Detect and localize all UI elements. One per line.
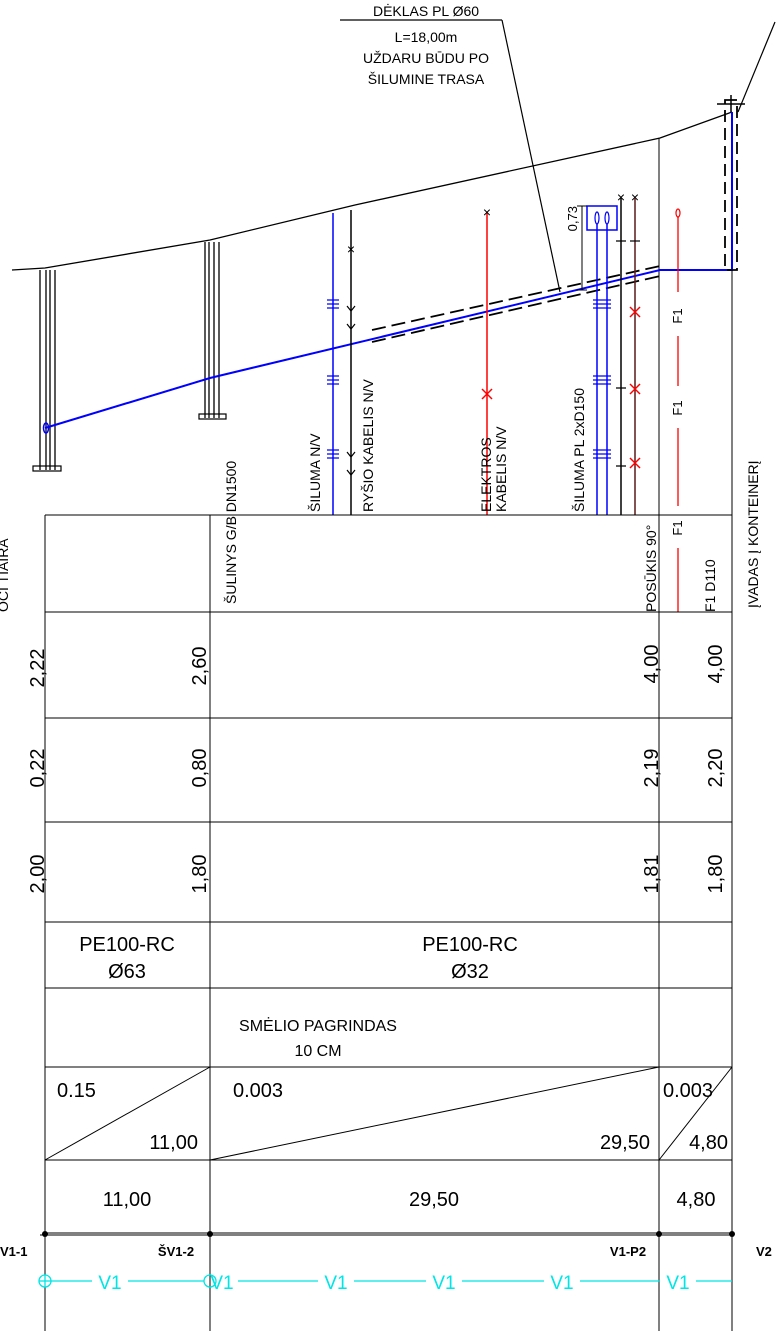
svg-text:×: × [617, 189, 625, 205]
slope-1: 0.15 [57, 1080, 96, 1102]
row1-value-left: 2,22 [27, 649, 49, 688]
depth-row-2: 0,22 0,80 2,19 2,20 [27, 749, 727, 788]
svg-text:F1: F1 [670, 308, 685, 323]
depth-row-1: 2,22 2,60 4,00 4,00 [27, 645, 727, 688]
left-cut-label: OCI TIAIRA [0, 538, 11, 612]
svg-text:V1: V1 [550, 1273, 573, 1294]
node-1: V1-1 [0, 1244, 27, 1259]
casing-pipe [371, 95, 745, 343]
row3-value-1: 1,80 [189, 855, 211, 894]
heat-nv-label: ŠILUMA N/V [307, 433, 323, 512]
svg-text:V1: V1 [324, 1273, 347, 1294]
base-line-2: 10 CM [294, 1043, 341, 1060]
node-2: ŠV1-2 [158, 1244, 194, 1259]
slope-2: 0.003 [233, 1080, 283, 1102]
callout-duct-note: DĖKLAS PL Ø60 L=18,00m UŽDARU BŪDU PO ŠI… [340, 2, 776, 293]
plan-line-labels: V1 V1 V1 V1 V1 V1 [98, 1273, 689, 1294]
callout-leader-right [737, 21, 776, 113]
comm-cable-label: RYŠIO KABELIS N/V [360, 379, 376, 512]
slope-3-length: 4,80 [689, 1132, 728, 1154]
f1-d110-label: F1 D110 [702, 559, 718, 612]
svg-text:V1: V1 [210, 1273, 233, 1294]
plan-line-v1 [38, 1274, 732, 1288]
profile-table-grid [40, 514, 733, 1236]
well-left [32, 270, 62, 472]
row3-value-3: 1,80 [705, 855, 727, 894]
callout-line-1: DĖKLAS PL Ø60 [373, 2, 479, 19]
ground-surface [11, 111, 733, 1331]
row2-value-2: 2,19 [641, 749, 663, 788]
depth-row-3: 2,00 1,80 1,81 1,80 [27, 855, 727, 894]
slope-row: 0.15 11,00 0.003 29,50 0.003 4,80 [57, 1080, 728, 1154]
length-row: 11,00 29,50 4,80 [103, 1189, 716, 1211]
row3-value-left: 2,00 [27, 855, 49, 894]
svg-text:×: × [483, 204, 491, 220]
slope-3: 0.003 [663, 1080, 713, 1102]
callout-leader [501, 19, 561, 293]
electric-cable-line: × [481, 204, 493, 515]
node-markers: V1-1 ŠV1-2 V1-P2 V2 [0, 1231, 772, 1259]
length-3: 4,80 [677, 1189, 716, 1211]
water-pipe-profile [42, 112, 733, 434]
svg-text:V1: V1 [666, 1273, 689, 1294]
svg-text:×: × [631, 189, 639, 205]
svg-text:V1: V1 [98, 1273, 121, 1294]
row1-value-2: 4,00 [641, 645, 663, 684]
svg-text:V1: V1 [432, 1273, 455, 1294]
node-3: V1-P2 [610, 1244, 646, 1259]
slope-1-length: 11,00 [149, 1132, 198, 1154]
material-2-line-2: Ø32 [451, 961, 489, 983]
f1-line: F1 F1 F1 [670, 208, 685, 612]
heat-line-nv [327, 213, 339, 515]
svg-text:F1: F1 [670, 400, 685, 415]
turn-label: POSŪKIS 90° [643, 525, 659, 612]
dark-cable-lines: × × [616, 189, 641, 515]
dimension-marker: 0,73 [565, 205, 587, 291]
row2-value-3: 2,20 [705, 749, 727, 788]
row3-value-2: 1,81 [641, 855, 663, 894]
material-1-line-2: Ø63 [108, 961, 146, 983]
svg-text:×: × [347, 241, 355, 257]
heat-pl-label: ŠILUMA PL 2xD150 [571, 388, 587, 512]
well-middle [198, 242, 227, 420]
node-4: V2 [756, 1244, 772, 1259]
base-line-1: SMĖLIO PAGRINDAS [239, 1016, 397, 1035]
row2-value-1: 0,80 [189, 749, 211, 788]
base-row: SMĖLIO PAGRINDAS 10 CM [239, 1016, 397, 1060]
heat-pl-lines [586, 205, 618, 515]
row2-value-left: 0,22 [27, 749, 49, 788]
comm-cable-line: × [346, 210, 356, 515]
svg-text:F1: F1 [670, 520, 685, 535]
slope-2-length: 29,50 [600, 1132, 650, 1154]
well-label: ŠULINYS G/B DN1500 [223, 461, 239, 604]
callout-line-2: L=18,00m [395, 29, 458, 45]
row1-value-1: 2,60 [189, 647, 211, 686]
callout-line-4: ŠILUMINE TRASA [368, 71, 485, 87]
material-row: PE100-RC Ø63 PE100-RC Ø32 [79, 934, 518, 983]
row1-value-3: 4,00 [705, 645, 727, 684]
electric-label-1: ELEKTROS [478, 437, 494, 512]
callout-line-3: UŽDARU BŪDU PO [363, 50, 489, 66]
material-2-line-1: PE100-RC [422, 934, 518, 956]
dimension-label: 0,73 [565, 206, 580, 231]
length-2: 29,50 [409, 1189, 459, 1211]
material-1-line-1: PE100-RC [79, 934, 175, 956]
utility-labels: ŠULINYS G/B DN1500 ŠILUMA N/V RYŠIO KABE… [0, 379, 761, 612]
length-1: 11,00 [103, 1189, 152, 1211]
entry-label: ĮVADAS Į KONTEINERĮ [745, 460, 761, 608]
electric-label-2: KABELIS N/V [493, 426, 509, 512]
